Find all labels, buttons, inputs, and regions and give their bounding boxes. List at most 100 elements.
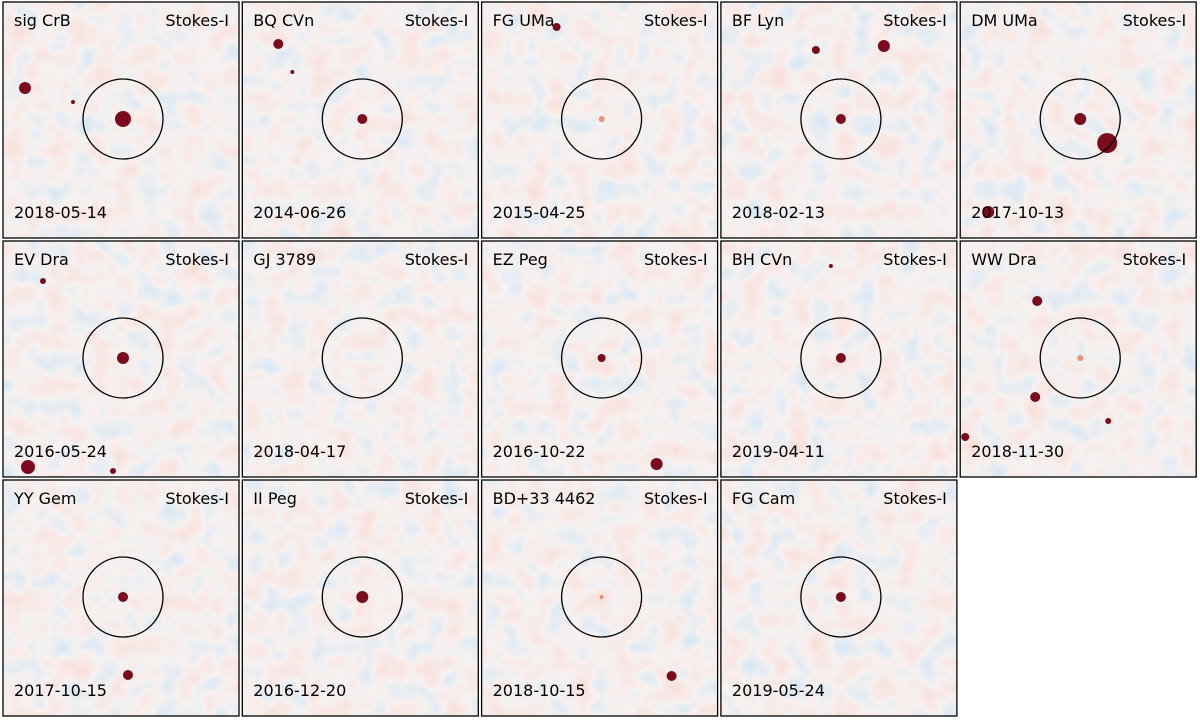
target-source [1074, 113, 1087, 125]
stokes-label: Stokes-I [165, 489, 229, 508]
aperture [800, 317, 882, 399]
stokes-label: Stokes-I [644, 489, 708, 508]
source [290, 70, 295, 74]
observation-date: 2016-12-20 [253, 681, 346, 700]
target-source [598, 116, 605, 122]
panel-frame [480, 479, 719, 717]
source [71, 100, 75, 104]
panel-frame [2, 1, 240, 239]
panel: YY Gem Stokes-I 2017-10-15 [2, 479, 240, 717]
target-source [599, 595, 604, 599]
panel-frame [2, 479, 240, 717]
aperture [1039, 317, 1121, 399]
source [273, 39, 284, 49]
observation-date: 2018-11-30 [971, 442, 1064, 461]
noise [481, 480, 718, 716]
source [21, 460, 35, 474]
source [110, 468, 116, 474]
source [650, 458, 663, 470]
star-name: FG UMa [493, 11, 555, 30]
observation-date: 2015-04-25 [493, 203, 586, 222]
observation-date: 2017-10-15 [14, 681, 107, 700]
observation-date: 2019-05-24 [732, 681, 825, 700]
target-source [835, 592, 846, 602]
star-name: BH CVn [732, 250, 792, 269]
panel: BQ CVn Stokes-I 2014-06-26 [241, 1, 479, 239]
aperture [321, 78, 403, 160]
panel: BF Lyn Stokes-I 2018-02-13 [720, 1, 958, 239]
star-name: GJ 3789 [253, 250, 316, 269]
observation-date: 2014-06-26 [253, 203, 346, 222]
panel-frame [2, 240, 240, 478]
source [19, 82, 31, 94]
star-name: BD+33 4462 [493, 489, 596, 508]
aperture [800, 78, 882, 160]
panel-frame [959, 1, 1197, 239]
panel-frame [241, 240, 479, 478]
stokes-label: Stokes-I [883, 489, 947, 508]
star-name: BQ CVn [253, 11, 314, 30]
star-name: II Peg [253, 489, 297, 508]
target-source [1077, 355, 1084, 361]
star-name: YY Gem [13, 489, 76, 508]
star-name: WW Dra [971, 250, 1036, 269]
observation-date: 2018-05-14 [14, 203, 107, 222]
panel-frame [720, 479, 958, 717]
source [552, 23, 561, 31]
observation-date: 2019-04-11 [732, 442, 825, 461]
source [666, 671, 677, 681]
panel-frame [241, 479, 479, 717]
source [123, 670, 133, 680]
stokes-label: Stokes-I [165, 11, 229, 30]
panel-frame [959, 240, 1197, 478]
source [1030, 392, 1041, 402]
observation-date: 2016-10-22 [493, 442, 586, 461]
target-source [597, 354, 606, 362]
panel: DM UMa Stokes-I 2017-10-13 [959, 1, 1197, 239]
source [1097, 133, 1118, 153]
noise [242, 241, 479, 477]
panel: II Peg Stokes-I 2016-12-20 [241, 479, 479, 717]
aperture [82, 78, 164, 160]
star-name: EV Dra [14, 250, 69, 269]
panel: BD+33 4462 Stokes-I 2018-10-15 [480, 479, 719, 717]
target-source [835, 353, 846, 363]
stokes-label: Stokes-I [1123, 250, 1187, 269]
aperture [560, 317, 643, 399]
star-name: BF Lyn [732, 11, 784, 30]
star-name: sig CrB [14, 11, 71, 30]
observation-date: 2016-05-24 [14, 442, 107, 461]
stokes-label: Stokes-I [644, 11, 708, 30]
panel: sig CrB Stokes-I 2018-05-14 [2, 1, 240, 239]
stokes-label: Stokes-I [165, 250, 229, 269]
target-source [356, 591, 369, 603]
aperture [321, 556, 403, 638]
source [982, 206, 995, 218]
observation-date: 2018-10-15 [493, 681, 586, 700]
aperture [1039, 78, 1121, 160]
panel: FG Cam Stokes-I 2019-05-24 [720, 479, 958, 717]
panel-frame [241, 1, 479, 239]
source [877, 40, 890, 52]
stokes-label: Stokes-I [883, 11, 947, 30]
panel: GJ 3789 Stokes-I 2018-04-17 [241, 240, 479, 478]
stokes-label: Stokes-I [644, 250, 708, 269]
panel: EV Dra Stokes-I 2016-05-24 [2, 240, 240, 478]
source [40, 278, 46, 284]
stokes-label: Stokes-I [883, 250, 947, 269]
aperture [321, 317, 403, 399]
aperture [82, 556, 164, 638]
target-source [118, 592, 128, 602]
panel-frame [480, 240, 719, 478]
source [961, 433, 970, 441]
panel: WW Dra Stokes-I 2018-11-30 [959, 240, 1197, 478]
source [1105, 418, 1112, 424]
observation-date: 2018-04-17 [253, 442, 346, 461]
target-source [115, 111, 131, 127]
panel: EZ Peg Stokes-I 2016-10-22 [480, 240, 719, 478]
observation-date: 2018-02-13 [732, 203, 825, 222]
aperture [560, 78, 643, 160]
source [811, 46, 820, 54]
star-name: EZ Peg [493, 250, 548, 269]
